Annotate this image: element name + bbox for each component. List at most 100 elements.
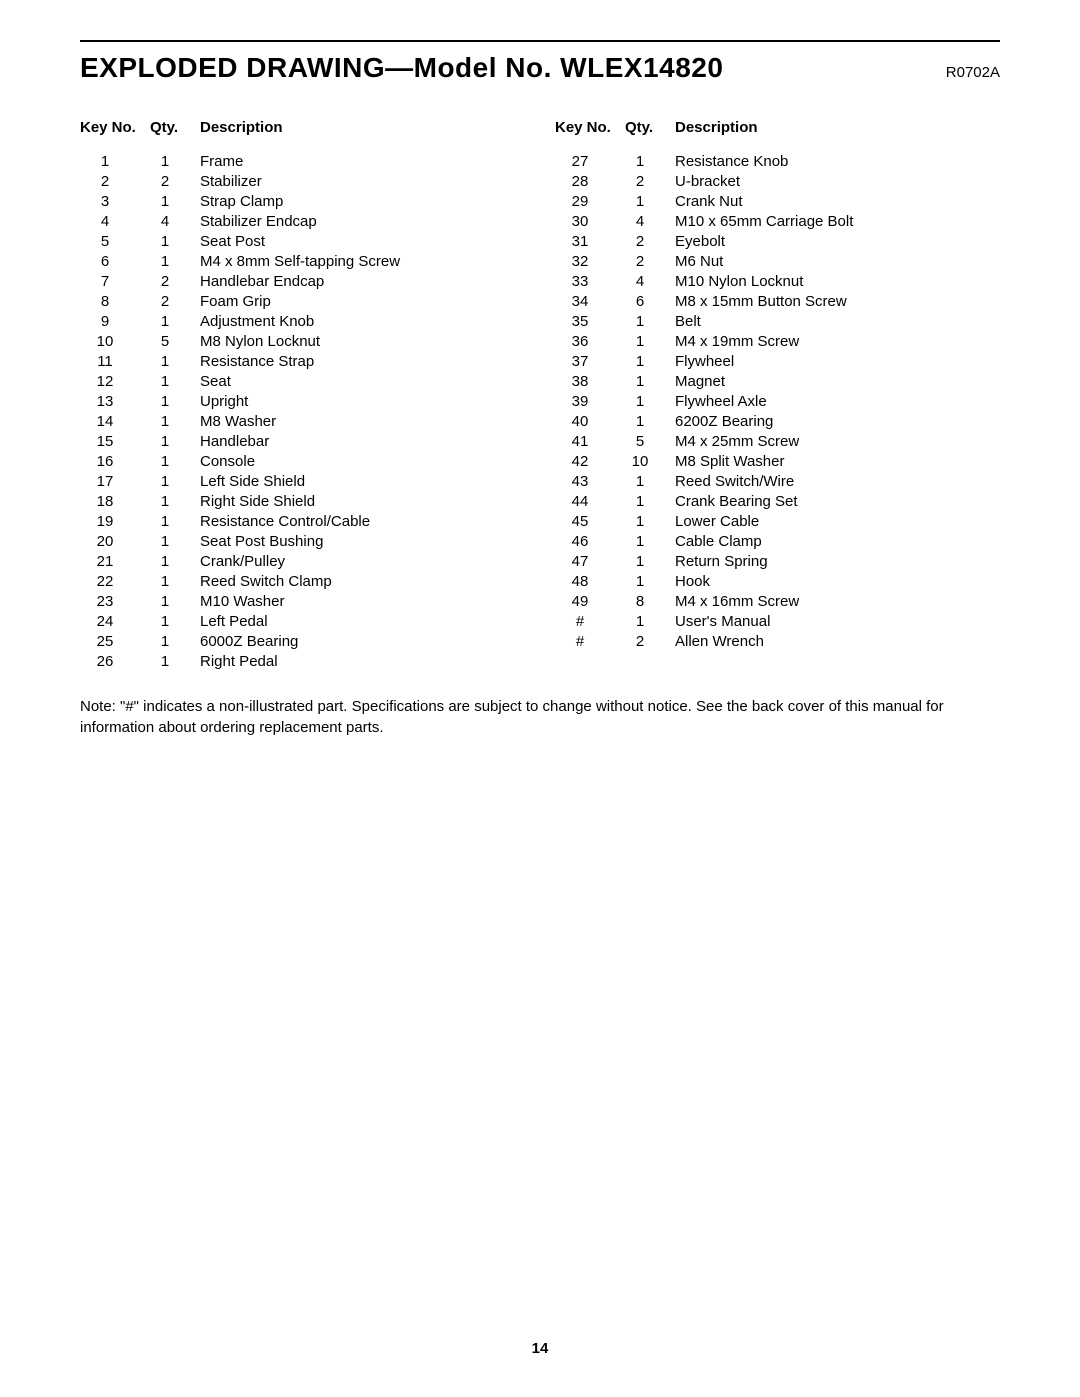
header-qty: Qty. (150, 119, 200, 151)
cell-key-no: 32 (555, 251, 625, 271)
cell-key-no: 9 (80, 311, 150, 331)
cell-key-no: 40 (555, 411, 625, 431)
table-row: 141M8 Washer (80, 411, 525, 431)
cell-key-no: 43 (555, 471, 625, 491)
table-row: 471Return Spring (555, 551, 1000, 571)
cell-key-no: 44 (555, 491, 625, 511)
header-qty: Qty. (625, 119, 675, 151)
table-row: 91Adjustment Knob (80, 311, 525, 331)
table-row: 105M8 Nylon Locknut (80, 331, 525, 351)
cell-qty: 1 (625, 531, 675, 551)
cell-description: 6000Z Bearing (200, 631, 525, 651)
table-row: 371Flywheel (555, 351, 1000, 371)
cell-qty: 4 (625, 211, 675, 231)
table-row: 131Upright (80, 391, 525, 411)
table-row: 241Left Pedal (80, 611, 525, 631)
table-row: #2Allen Wrench (555, 631, 1000, 651)
cell-key-no: 30 (555, 211, 625, 231)
cell-description: M4 x 19mm Screw (675, 331, 1000, 351)
cell-key-no: # (555, 631, 625, 651)
cell-qty: 6 (625, 291, 675, 311)
table-row: 4210M8 Split Washer (555, 451, 1000, 471)
cell-key-no: 19 (80, 511, 150, 531)
table-row: 211Crank/Pulley (80, 551, 525, 571)
cell-description: Upright (200, 391, 525, 411)
cell-qty: 5 (625, 431, 675, 451)
cell-key-no: 41 (555, 431, 625, 451)
cell-qty: 1 (150, 491, 200, 511)
cell-key-no: # (555, 611, 625, 631)
table-row: 361M4 x 19mm Screw (555, 331, 1000, 351)
cell-qty: 1 (150, 451, 200, 471)
cell-description: Handlebar (200, 431, 525, 451)
cell-key-no: 13 (80, 391, 150, 411)
cell-qty: 1 (625, 511, 675, 531)
header-key-no: Key No. (555, 119, 625, 151)
cell-key-no: 22 (80, 571, 150, 591)
cell-key-no: 11 (80, 351, 150, 371)
cell-key-no: 7 (80, 271, 150, 291)
cell-key-no: 47 (555, 551, 625, 571)
table-row: 31Strap Clamp (80, 191, 525, 211)
table-row: 161Console (80, 451, 525, 471)
cell-description: U-bracket (675, 171, 1000, 191)
table-row: 82Foam Grip (80, 291, 525, 311)
cell-key-no: 28 (555, 171, 625, 191)
cell-qty: 1 (625, 191, 675, 211)
cell-qty: 1 (150, 411, 200, 431)
cell-description: Foam Grip (200, 291, 525, 311)
table-row: 2516000Z Bearing (80, 631, 525, 651)
cell-description: Magnet (675, 371, 1000, 391)
cell-key-no: 33 (555, 271, 625, 291)
table-row: 304M10 x 65mm Carriage Bolt (555, 211, 1000, 231)
cell-description: Hook (675, 571, 1000, 591)
cell-qty: 2 (625, 631, 675, 651)
table-row: 22Stabilizer (80, 171, 525, 191)
cell-description: M4 x 25mm Screw (675, 431, 1000, 451)
revision-code: R0702A (946, 64, 1000, 81)
cell-description: Handlebar Endcap (200, 271, 525, 291)
cell-description: M6 Nut (675, 251, 1000, 271)
cell-qty: 1 (150, 251, 200, 271)
cell-description: Resistance Strap (200, 351, 525, 371)
cell-key-no: 21 (80, 551, 150, 571)
cell-key-no: 8 (80, 291, 150, 311)
cell-qty: 2 (150, 271, 200, 291)
cell-key-no: 2 (80, 171, 150, 191)
cell-qty: 1 (150, 231, 200, 251)
cell-qty: 1 (150, 391, 200, 411)
cell-description: M8 x 15mm Button Screw (675, 291, 1000, 311)
cell-description: Resistance Control/Cable (200, 511, 525, 531)
cell-qty: 1 (150, 631, 200, 651)
cell-description: Belt (675, 311, 1000, 331)
parts-table-left: Key No. Qty. Description 11Frame22Stabil… (80, 119, 525, 671)
cell-key-no: 4 (80, 211, 150, 231)
cell-description: Reed Switch/Wire (675, 471, 1000, 491)
cell-key-no: 24 (80, 611, 150, 631)
cell-qty: 10 (625, 451, 675, 471)
cell-key-no: 23 (80, 591, 150, 611)
table-row: 381Magnet (555, 371, 1000, 391)
cell-description: Flywheel (675, 351, 1000, 371)
table-row: 121Seat (80, 371, 525, 391)
cell-description: Eyebolt (675, 231, 1000, 251)
header-description: Description (675, 119, 1000, 151)
cell-qty: 1 (150, 551, 200, 571)
cell-qty: 4 (150, 211, 200, 231)
cell-key-no: 12 (80, 371, 150, 391)
table-row: 451Lower Cable (555, 511, 1000, 531)
cell-qty: 2 (625, 251, 675, 271)
cell-qty: 1 (150, 311, 200, 331)
table-row: 201Seat Post Bushing (80, 531, 525, 551)
cell-key-no: 14 (80, 411, 150, 431)
cell-qty: 1 (625, 391, 675, 411)
table-row: 51Seat Post (80, 231, 525, 251)
cell-qty: 2 (150, 291, 200, 311)
cell-key-no: 29 (555, 191, 625, 211)
cell-qty: 1 (150, 191, 200, 211)
table-row: 61M4 x 8mm Self-tapping Screw (80, 251, 525, 271)
cell-description: M4 x 8mm Self-tapping Screw (200, 251, 525, 271)
cell-qty: 2 (625, 231, 675, 251)
cell-description: Right Pedal (200, 651, 525, 671)
left-column: Key No. Qty. Description 11Frame22Stabil… (80, 119, 525, 671)
